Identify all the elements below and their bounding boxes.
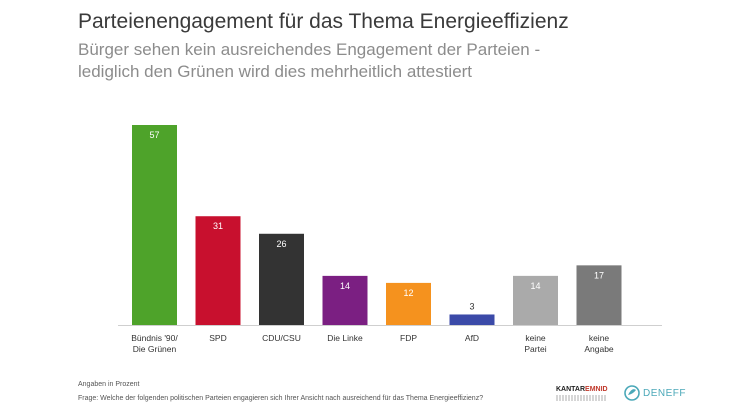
chart-subtitle: Bürger sehen kein ausreichendes Engageme… (78, 39, 698, 83)
value-label-1: 31 (213, 221, 223, 231)
value-label-3: 14 (340, 281, 350, 291)
kantar-emnid-logo: KANTAREMNID (556, 386, 608, 393)
deneff-logo-text: DENEFF (643, 387, 686, 399)
subtitle-line-2: lediglich den Grünen wird dies mehrheitl… (78, 62, 473, 81)
bar-2 (259, 233, 304, 325)
value-label-6: 14 (530, 281, 540, 291)
bar-chart: 57 Bündnis '90/Die Grünen 31 SPD 26 CDU/CSU 14… (118, 125, 662, 354)
value-label-7: 17 (594, 270, 604, 280)
bar-1 (195, 216, 241, 325)
bar-4 (386, 282, 431, 325)
bar-6 (513, 275, 558, 325)
footnote-unit: Angaben in Prozent (78, 381, 140, 388)
category-label-6: keine Partei (524, 333, 546, 354)
value-label-2: 26 (276, 239, 286, 249)
category-label-3: Die Linke (327, 333, 363, 343)
category-label-7: keine Angabe (584, 333, 614, 354)
category-label-line: Die Grünen (133, 344, 177, 354)
category-label-line: CDU/CSU (262, 333, 301, 343)
category-label-line: SPD (209, 333, 226, 343)
subtitle-line-1: Bürger sehen kein ausreichendes Engageme… (78, 40, 541, 59)
kantar-logo-tagline-icon (556, 395, 606, 401)
chart-title: Parteienengagement für das Thema Energie… (78, 10, 569, 33)
category-label-0: Bündnis '90/Die Grünen (131, 333, 178, 354)
bar-3 (322, 275, 368, 325)
value-label-4: 12 (403, 288, 413, 298)
category-label-5: AfD (465, 333, 479, 343)
kantar-logo-text: KANTAR (556, 386, 586, 393)
category-label-1: SPD (209, 333, 226, 343)
bar-5 (449, 314, 495, 325)
category-label-line: FDP (400, 333, 417, 343)
category-label-line: keine (525, 333, 546, 343)
value-label-0: 57 (149, 130, 159, 140)
category-label-line: Die Linke (327, 333, 363, 343)
category-label-line: Angabe (584, 344, 614, 354)
value-label-5: 3 (469, 301, 474, 311)
deneff-leaf-icon (624, 385, 640, 401)
bar-7 (576, 265, 622, 325)
footnote-question: Frage: Welche der folgenden politischen … (78, 395, 484, 402)
category-label-2: CDU/CSU (262, 333, 301, 343)
category-label-4: FDP (400, 333, 417, 343)
category-label-line: keine (589, 333, 610, 343)
category-label-line: Partei (524, 344, 546, 354)
category-label-line: AfD (465, 333, 479, 343)
deneff-logo: DENEFF (624, 383, 686, 403)
category-label-line: Bündnis '90/ (131, 333, 178, 343)
emnid-logo-text: EMNID (585, 386, 608, 393)
bar-0 (132, 125, 177, 325)
